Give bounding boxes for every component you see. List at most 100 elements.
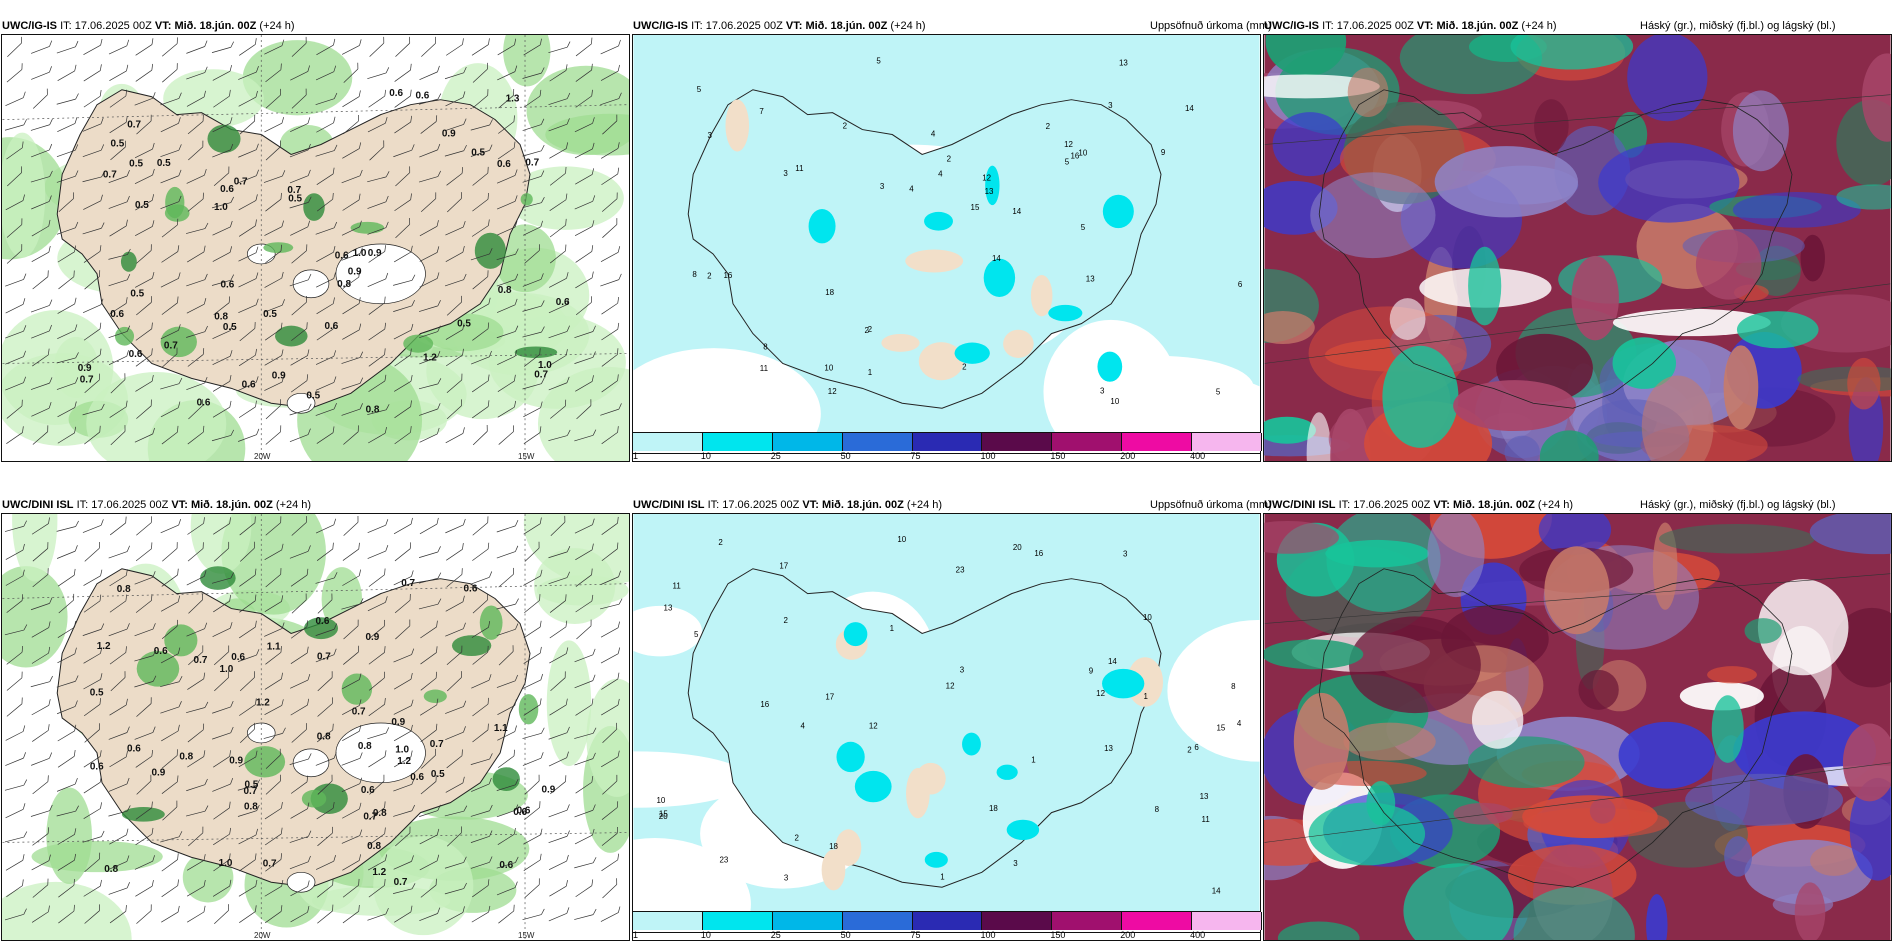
wind-barb — [265, 905, 283, 924]
wind-barb — [395, 36, 411, 57]
wind-barb — [109, 750, 128, 768]
wind-barb — [187, 723, 205, 743]
cloud-layer-patch — [1399, 35, 1543, 95]
cloud-layer-patch — [1711, 695, 1744, 763]
wind-barb — [316, 192, 334, 212]
wind-barb — [367, 116, 388, 133]
lead-time: (+24 h) — [890, 20, 926, 32]
wind-barb — [211, 196, 235, 209]
precip-shading — [275, 325, 308, 347]
wind-barb — [393, 299, 415, 312]
precip-value-label: 0.6 — [154, 646, 168, 657]
wind-barb — [368, 827, 386, 846]
precip-amount-label: 2 — [1187, 746, 1192, 755]
wind-barb — [601, 516, 619, 535]
wind-barb — [368, 89, 386, 108]
wind-barb — [264, 699, 284, 716]
wind-barb — [548, 830, 570, 844]
wind-barb — [601, 296, 620, 315]
wind-barb — [316, 297, 335, 315]
wind-barb — [444, 144, 467, 157]
wind-barb — [213, 750, 231, 768]
cloud-layer-patch — [1578, 669, 1619, 710]
wind-barb — [162, 800, 178, 821]
wind-barb — [239, 722, 255, 743]
wind-barb — [291, 244, 308, 264]
wind-barb — [135, 272, 155, 288]
wind-barb — [395, 218, 411, 239]
precip-value-label: 0.6 — [389, 88, 403, 99]
precip-shading — [423, 689, 447, 703]
wind-barb — [5, 803, 26, 819]
wind-barb — [57, 401, 77, 418]
precip-value-label: 0.6 — [499, 860, 513, 871]
wind-barb — [108, 805, 131, 817]
wind-barb — [31, 324, 52, 339]
colorbar-tick: 100 — [980, 930, 996, 940]
wind-barb — [342, 90, 361, 108]
wind-barb — [472, 697, 489, 717]
panel-right-title: Uppsöfnuð úrkoma (mm) — [1150, 20, 1272, 32]
glacier — [292, 748, 330, 778]
wind-barb — [470, 571, 493, 585]
cloud-layer-patch — [1794, 882, 1826, 940]
precip-amount-label: 8 — [763, 342, 768, 351]
wind-barb — [549, 166, 567, 186]
precip-value-label: 0.7 — [534, 369, 548, 380]
wind-barb — [317, 697, 333, 717]
precip-amount-label: 20 — [1013, 543, 1022, 552]
cloud-layer-patch — [1724, 836, 1753, 877]
precip-amount-label: 13 — [985, 187, 994, 196]
wind-barb — [496, 598, 519, 610]
wind-barb — [549, 244, 567, 264]
precip-amount-label: 4 — [931, 129, 936, 138]
wind-barb — [316, 322, 335, 341]
cloud-layer-patch — [1265, 35, 1347, 77]
precip-amount-label: 18 — [825, 288, 834, 297]
wind-barb — [498, 425, 514, 445]
wind-barb — [601, 192, 618, 212]
wind-barb — [471, 621, 491, 638]
wind-barb — [419, 272, 440, 288]
wind-barb — [471, 38, 490, 56]
wind-barb — [445, 906, 465, 923]
precip-shading — [244, 746, 286, 778]
wind-barb — [367, 544, 389, 559]
precip-amount-label: 5 — [1216, 387, 1221, 396]
wind-barb — [341, 403, 363, 416]
wind-barb — [393, 724, 413, 742]
wind-barb — [211, 41, 234, 53]
wind-barb — [290, 646, 309, 664]
wind-barb — [57, 568, 76, 587]
valid-time: Mið. 18.jún. 00Z — [821, 499, 904, 511]
wind-barb — [368, 427, 387, 444]
lead-time: (+24 h) — [259, 20, 295, 32]
heavy-precip-area — [985, 165, 1000, 206]
wind-barb — [5, 854, 25, 871]
precip-value-label: 0.8 — [244, 801, 258, 812]
precip-amount-label: 14 — [992, 254, 1001, 263]
precip-amount-label: 4 — [1237, 719, 1242, 728]
wind-barb — [186, 40, 208, 54]
wind-barb — [5, 569, 25, 586]
precip-amount-label: 20 — [659, 812, 668, 821]
precip-amount-label: 1 — [940, 872, 945, 881]
wind-barb — [58, 593, 75, 614]
heavy-precip-area — [924, 211, 953, 231]
precip-amount-label: 8 — [1155, 805, 1160, 814]
wind-barb — [186, 245, 206, 263]
wind-barb — [109, 89, 128, 108]
wind-barb — [109, 116, 128, 134]
iceland-outline — [1318, 89, 1793, 409]
wind-barb — [135, 348, 153, 367]
wind-barb — [108, 777, 130, 792]
cloud-layer-patch — [1847, 357, 1881, 410]
precip-amount-label: 23 — [719, 856, 728, 865]
wind-barb — [6, 697, 23, 717]
precip-amount-label: 4 — [909, 184, 914, 193]
wind-barb — [445, 427, 465, 444]
cloud-layer-patch — [1504, 435, 1540, 461]
cloud-layer-patch — [1723, 345, 1759, 430]
wind-barb — [134, 142, 155, 159]
wind-barb — [317, 826, 334, 847]
